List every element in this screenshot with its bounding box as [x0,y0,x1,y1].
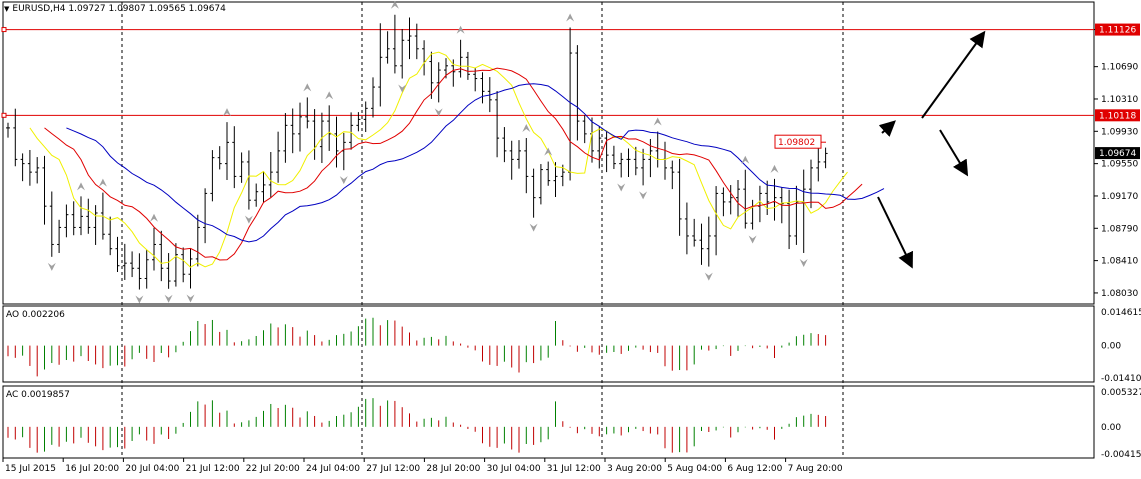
current-price-label: 1.09674 [1099,149,1136,159]
ao-axis-label: 0.00 [1101,342,1121,352]
fractal-up-icon [544,147,553,156]
ao-panel-frame [2,305,1095,383]
fractal-up-icon [325,91,334,100]
time-axis-label: 24 Jul 04:00 [306,464,360,474]
fractal-down-icon [244,215,253,224]
fractal-up-icon [223,108,231,117]
fractal-down-icon [339,176,348,185]
current-price-bg [1095,147,1140,160]
price-axis-label: 1.08410 [1101,257,1138,267]
fractal-down-icon [186,294,195,303]
time-axis-label: 27 Jul 12:00 [366,464,420,474]
ma-mid-line [44,67,863,261]
dropdown-icon[interactable]: ▼ [4,5,10,13]
hline-label-bg-1 [1095,109,1140,122]
fractal-up-icon [390,0,399,9]
price-callout-label: 1.09802 [778,138,815,148]
fractal-up-icon [456,25,465,34]
ac-axis-label: 0.005327 [1101,388,1141,398]
time-axis-label: 15 Jul 2015 [5,464,56,474]
ao-axis-label: 0.014615 [1101,308,1141,318]
ma-fast-line [29,51,848,268]
close-value: 1.09674 [188,4,226,14]
time-axis-label: 31 Jul 12:00 [547,464,601,474]
hline-anchor-1 [1,112,7,118]
price-axis-label: 1.08030 [1101,289,1138,299]
ac-label: AC 0.0019857 [6,390,70,400]
fractal-up-icon [741,155,750,164]
time-axis-label: 20 Jul 04:00 [125,464,179,474]
time-axis-label: 22 Jul 20:00 [246,464,300,474]
forecast-arrow-icon-3 [877,196,913,269]
ma-slow-line [66,83,885,243]
time-axis-label: 3 Aug 20:00 [607,464,662,474]
price-axis-label: 1.10310 [1101,95,1138,105]
fractal-down-icon [617,183,626,192]
time-axis-label: 7 Aug 20:00 [788,464,843,474]
symbol-label: EURUSD,H4 [12,4,66,14]
hline-label: 1.11126 [1099,26,1136,36]
ac-panel-frame [2,385,1095,459]
ao-axis-label: -0.014104 [1101,374,1141,384]
price-axis-label: 1.09930 [1101,127,1138,137]
low-value: 1.09565 [148,4,186,14]
forecast-arrow-icon-0 [921,30,986,119]
fractal-up-icon [98,178,107,187]
time-axis-label: 16 Jul 20:00 [65,464,119,474]
fractal-down-icon [704,272,713,281]
fractal-down-icon [434,108,443,117]
fractal-down-icon [748,235,757,244]
fractal-up-icon [303,83,312,92]
price-axis-label: 1.09550 [1101,160,1138,170]
fractal-down-icon [164,294,173,303]
time-axis-label: 28 Jul 20:00 [426,464,480,474]
ao-label: AO 0.002206 [6,310,65,320]
price-axis-label: 1.10690 [1101,63,1138,73]
ac-axis-label: -0.004156 [1101,450,1141,460]
fractal-up-icon [522,123,531,132]
fractal-down-icon [398,84,407,93]
time-axis-label: 5 Aug 04:00 [667,464,722,474]
hline-anchor-0 [1,27,7,33]
ac-axis-label: 0.00 [1101,423,1121,433]
time-axis-label: 30 Jul 04:00 [487,464,541,474]
fractal-up-icon [150,213,158,222]
high-value: 1.09807 [108,4,146,14]
hline-label: 1.10118 [1099,111,1136,121]
time-axis-label: 21 Jul 12:00 [186,464,240,474]
forecast-arrow-icon-1 [878,120,896,137]
price-axis-label: 1.09170 [1101,192,1138,202]
fractal-up-icon [653,117,662,126]
fractal-up-icon [77,182,85,191]
fractal-up-icon [770,164,779,173]
fractal-down-icon [529,223,538,232]
hline-label-bg-0 [1095,23,1140,36]
time-axis-label: 6 Aug 12:00 [727,464,782,474]
fractal-up-icon [566,13,575,22]
fractal-down-icon [639,191,648,200]
main-header: ▼ EURUSD,H4 1.09727 1.09807 1.09565 1.096… [4,4,226,14]
open-value: 1.09727 [68,4,106,14]
price-axis-label: 1.08790 [1101,224,1138,234]
fractal-down-icon [799,258,808,267]
main-panel-frame [2,1,1095,305]
fractal-down-icon [47,262,56,271]
fractal-down-icon [135,295,144,304]
forecast-arrow-icon-2 [939,129,969,177]
